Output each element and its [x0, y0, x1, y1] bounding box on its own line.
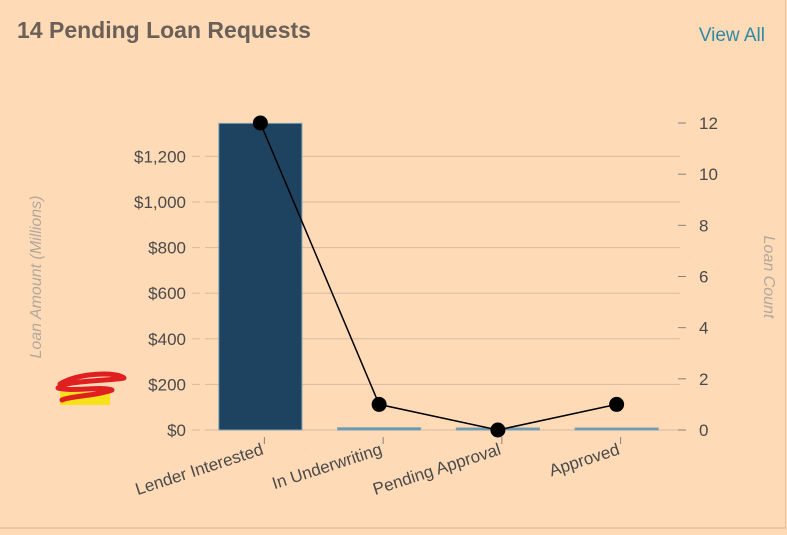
count-line-path [259, 122, 617, 431]
y-tick-label: $0 [167, 421, 186, 440]
y-tick-label: $800 [148, 239, 186, 258]
y2-tick-label: 0 [699, 421, 708, 440]
card-title: 14 Pending Loan Requests [17, 17, 311, 43]
count-point [609, 396, 625, 412]
y-tick-label: $1,200 [134, 147, 186, 166]
y2-tick-label: 4 [699, 319, 708, 338]
scribble-annotation [55, 371, 127, 405]
x-tick-label: Approved [547, 440, 622, 481]
y2-tick-label: 12 [699, 114, 718, 133]
y-tick-label: $400 [148, 330, 186, 349]
y2-tick-label: 10 [699, 165, 718, 184]
y-tick-label: $200 [148, 375, 186, 394]
count-point [252, 115, 268, 131]
count-point [371, 396, 387, 412]
x-tick-label: Lender Interested [133, 440, 266, 499]
y2-tick-label: 6 [699, 268, 708, 287]
count-line [252, 115, 625, 438]
view-all-link[interactable]: View All [698, 25, 765, 46]
x-axis-labels: Lender Interested In UnderwritingPending … [133, 437, 622, 499]
y2-tick-label: 2 [699, 370, 708, 389]
right-axis-ticks: 0 2 4 6 8 10 12 [678, 114, 718, 440]
bars [218, 122, 659, 431]
bar [574, 427, 659, 431]
y2-tick-label: 8 [699, 216, 708, 235]
bar [218, 122, 303, 431]
left-axis-ticks: $0 $200 $400 $600 $800 $1,000 $1,200 [134, 147, 200, 440]
bar [337, 427, 422, 431]
count-point [490, 422, 506, 438]
y-tick-label: $1,000 [134, 193, 186, 212]
x-tick-label: In Underwriting [270, 440, 385, 493]
scribble-mark [55, 371, 127, 403]
x-tick-label: Pending Approval [370, 440, 503, 499]
right-axis-title: Loan Count [760, 236, 777, 319]
left-axis-title: Loan Amount (Millions) [28, 195, 45, 358]
y-tick-label: $600 [148, 284, 186, 303]
